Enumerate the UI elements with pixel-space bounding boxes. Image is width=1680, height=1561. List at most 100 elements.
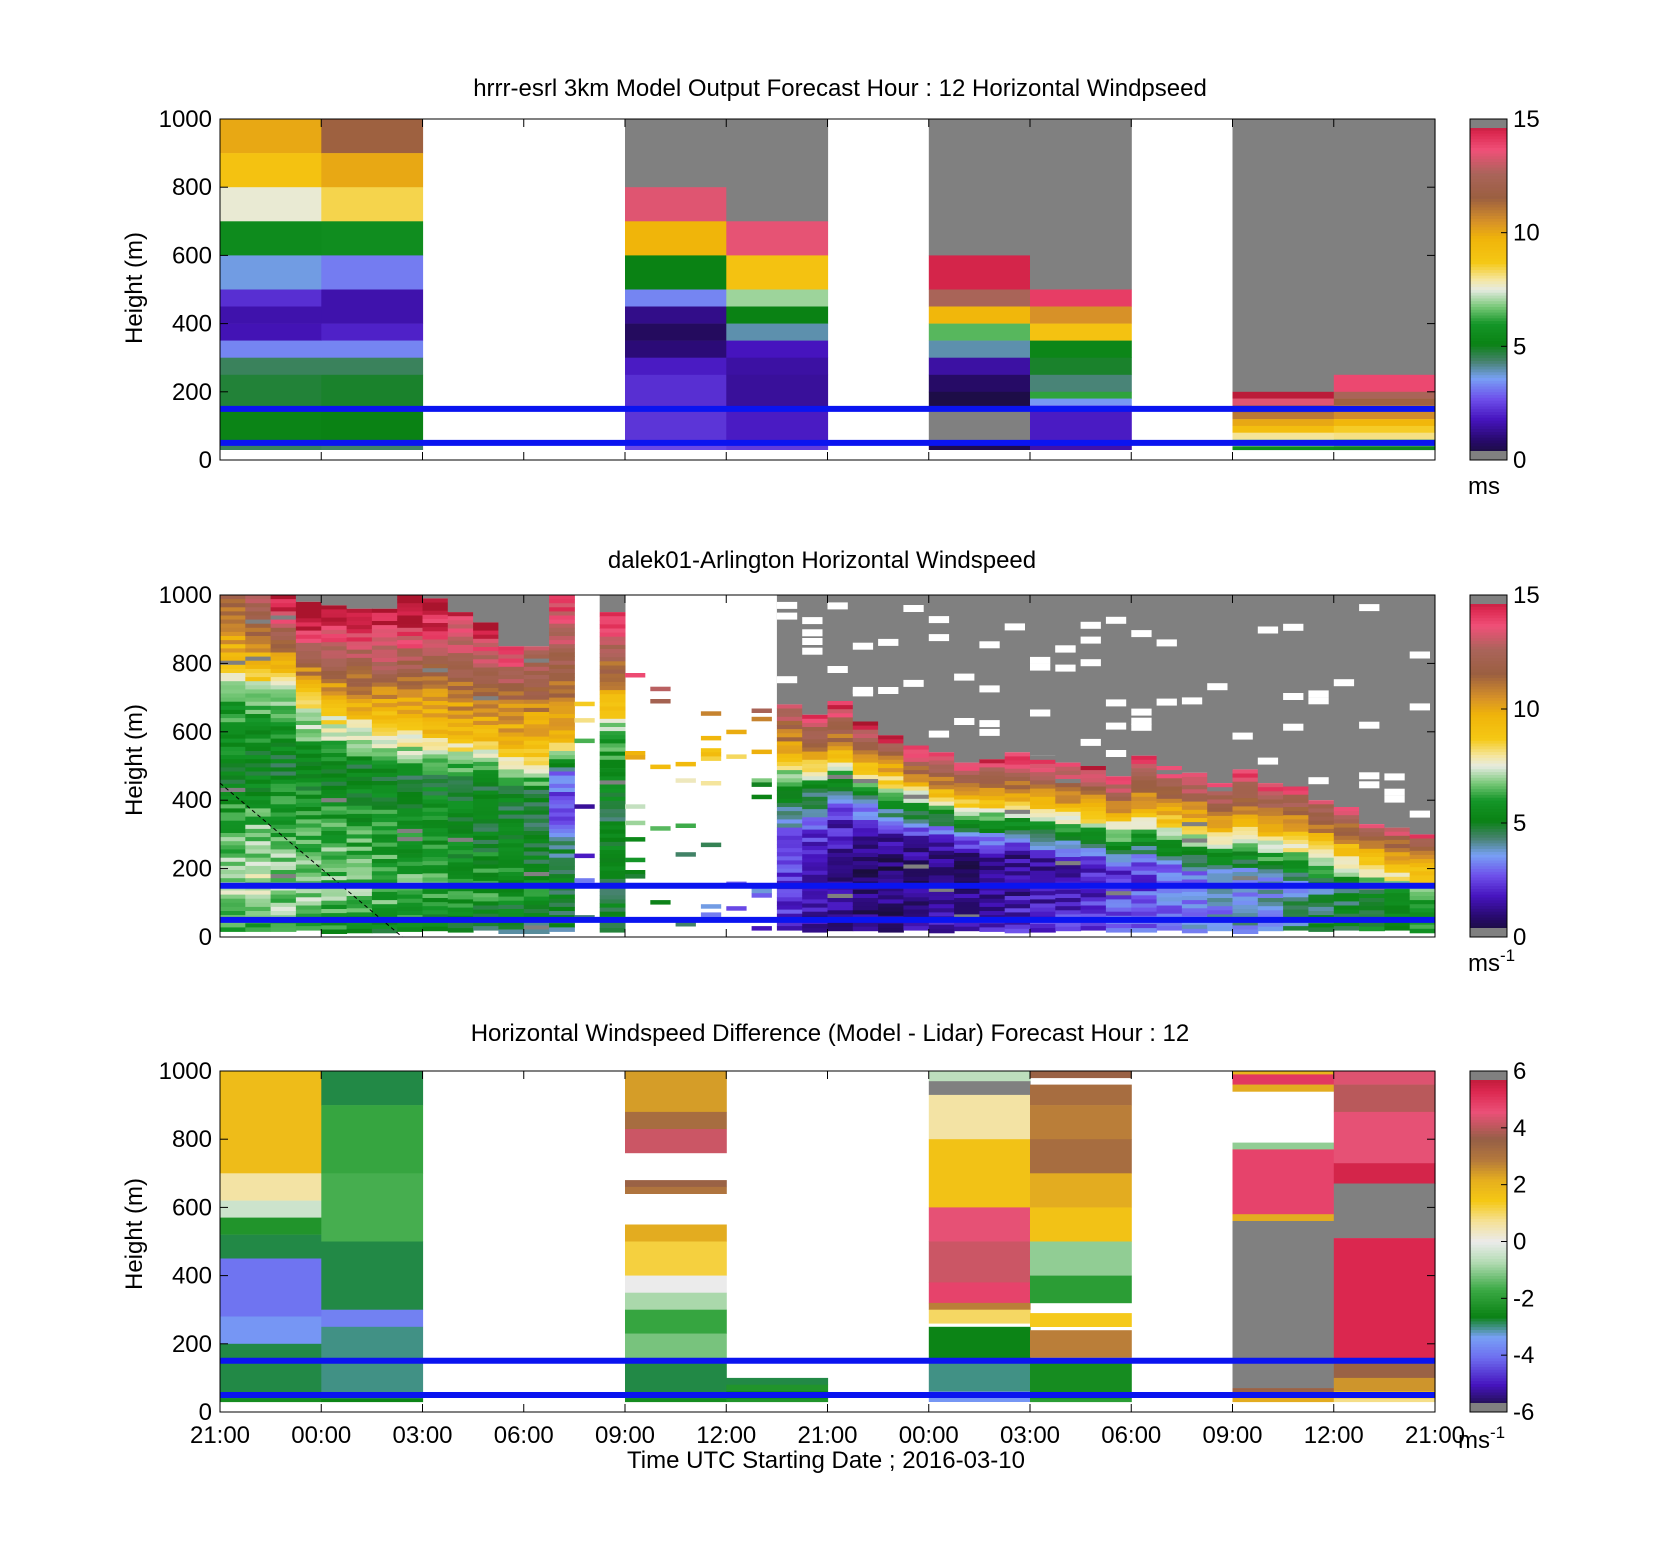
lidar-cell-col45-h174 (1359, 877, 1385, 882)
lidar-cell-col8-h210 (422, 865, 449, 870)
lidar-cell-col24-h66 (827, 914, 854, 919)
lidar-cell-col36-h302 (1131, 833, 1158, 839)
lidar-cell-col11-h250 (498, 851, 525, 856)
lidar-cell-col3-h884 (295, 634, 322, 640)
lidar-cell-col23-h98 (802, 903, 828, 908)
heat-cell-slot1-3 (321, 1241, 424, 1310)
lidar-cell-col35-h254 (1105, 850, 1132, 855)
missing-hole-col25-1 (852, 642, 874, 650)
lidar-cell-col38-h324 (1181, 826, 1208, 831)
lidar-cell-col29-h246 (954, 852, 980, 858)
lidar-cell-col41-h114 (1257, 898, 1284, 903)
lidar-cell-col8-h318 (422, 828, 449, 833)
panel2-plot-area (219, 595, 1436, 938)
lidar-cell-col12-h190 (523, 872, 550, 877)
lidar-cell-col5-h636 (346, 719, 373, 724)
lidar-cell-col46-h284 (1384, 839, 1411, 845)
missing-hole-col39-1 (1207, 683, 1228, 691)
lidar-cell-col35-h146 (1105, 887, 1132, 892)
lidar-cell-col28-h276 (928, 842, 955, 848)
lidar-cell-col24-h174 (827, 877, 854, 882)
lidar-cell-col3-h356 (295, 815, 322, 820)
lidar-cell-col40-h46 (1232, 921, 1259, 926)
lidar-cell-col6-h384 (371, 805, 398, 811)
colorbar-swatch (1470, 1392, 1507, 1396)
lidar-cell-col25-h570 (852, 742, 879, 747)
lidar-cell-col4-h790 (321, 666, 348, 672)
lidar-cell-col35-h242 (1105, 854, 1132, 859)
lidar-cell-col37-h104 (1156, 901, 1183, 906)
lidar-cell-col0-h448 (220, 783, 246, 789)
lidar-cell-col4-h142 (321, 888, 348, 893)
colorbar-swatch (1470, 1258, 1507, 1262)
lidar-cell-col10-h812 (473, 659, 499, 664)
missing-data-col32 (1030, 595, 1056, 756)
lidar-cell-col37-h464 (1156, 778, 1183, 783)
colorbar-swatch (1470, 417, 1507, 421)
lidar-cell-col39-h246 (1207, 852, 1233, 858)
lidar-cell-col24-h102 (827, 902, 854, 907)
lidar-cell-col6-h900 (371, 629, 398, 634)
lidar-cell-col3-h680 (295, 704, 322, 709)
lidar-cell-col26-h494 (878, 768, 904, 773)
lidar-cell-col10-h332 (473, 823, 499, 828)
heat-cell-slot11-6 (1333, 425, 1436, 433)
lidar-cell-col30-h292 (979, 837, 1006, 842)
colorbar-swatch (1470, 1235, 1507, 1240)
colorbar-swatch (1470, 743, 1507, 747)
lidar-cell-col41-h342 (1257, 820, 1284, 825)
colorbar-swatch (1470, 697, 1507, 701)
lidar-cell-col39-h174 (1207, 877, 1233, 882)
colorbar-swatch (1470, 1244, 1507, 1248)
lidar-cell-col5-h780 (346, 670, 373, 675)
heat-cell-slot7-10 (928, 442, 1031, 450)
lidar-cell-col1-h124 (245, 894, 272, 900)
heat-cell-slot4-7 (625, 1275, 727, 1293)
lidar-cell-col3-h920 (295, 622, 322, 627)
lidar-cell-col15-h98 (599, 903, 626, 908)
lidar-cell-col10-h416 (473, 794, 499, 800)
lidar-cell-col9-h482 (447, 772, 474, 777)
lidar-cell-col15-h842 (599, 649, 626, 654)
lidar-cell-col6-h720 (371, 690, 398, 696)
lidar-cell-col31-h540 (1004, 752, 1031, 757)
missing-hole-col34-3 (1080, 659, 1101, 667)
lidar-cell-col13-h616 (549, 726, 575, 731)
lidar-cell-col37-h392 (1156, 802, 1183, 808)
colorbar-swatch (1470, 283, 1507, 288)
lidar-cell-col11-h358 (498, 814, 525, 820)
colorbar-swatch (1470, 1301, 1507, 1305)
lidar-cell-col15-h518 (599, 759, 626, 765)
missing-hole-col30-3 (979, 641, 1000, 649)
lidar-cell-col47-h24 (1409, 928, 1436, 934)
x-tick-label: 03:00 (392, 1422, 452, 1449)
heat-cell-slot8-3 (1030, 323, 1132, 341)
lidar-cell-col46-h200 (1384, 868, 1411, 874)
lidar-cell-col22-h452 (776, 782, 803, 787)
lidar-cell-col12-h730 (523, 687, 550, 692)
colorbar-tick-label: 15 (1513, 106, 1540, 133)
lidar-cell-col22-h296 (776, 835, 803, 841)
lidar-cell-col26-h290 (878, 837, 904, 843)
lidar-cell-col28-h456 (928, 781, 955, 786)
lidar-cell-col0-h760 (220, 677, 246, 682)
lidar-cell-col15-h914 (599, 624, 626, 629)
lidar-cell-col37-h428 (1156, 790, 1183, 796)
lidar-cell-col4-h262 (321, 847, 348, 852)
lidar-cell-col26-h146 (878, 887, 904, 892)
heat-cell-slot8-0 (1030, 119, 1132, 290)
lidar-cell-col4-h82 (321, 909, 348, 914)
lidar-cell-col0-h184 (220, 874, 246, 879)
lidar-cell-col10-h920 (473, 622, 499, 627)
lidar-cell-col11-h394 (498, 802, 525, 807)
lidar-cell-col8-h594 (422, 733, 449, 739)
lidar-cell-col35-h446 (1105, 784, 1132, 789)
lidar-cell-col1-h100 (245, 902, 272, 908)
heat-cell-slot11-7 (1333, 1360, 1436, 1379)
lidar-cell-col3-h596 (295, 733, 322, 738)
lidar-cell-col33-h498 (1055, 766, 1082, 772)
colorbar-swatch (1470, 854, 1507, 858)
lidar-cell-col38-h300 (1181, 834, 1208, 839)
lidar-cell-col10-h728 (473, 688, 499, 693)
lidar-cell-col4-h814 (321, 658, 348, 664)
